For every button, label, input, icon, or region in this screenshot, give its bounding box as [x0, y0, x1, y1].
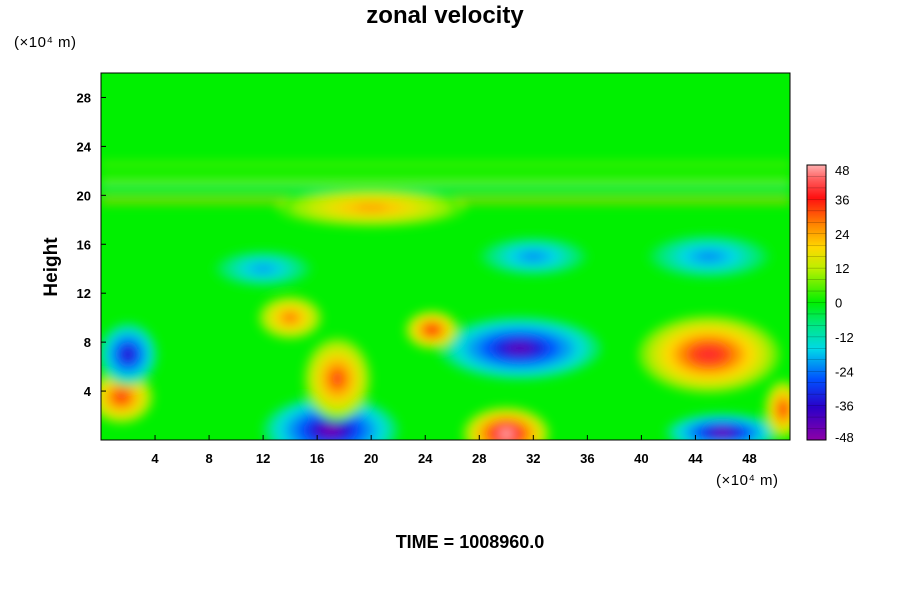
colorbar-tick-label: 0 [835, 296, 842, 311]
velocity-contour [780, 404, 787, 415]
x-tick-label: 16 [310, 451, 324, 466]
x-tick-label: 44 [688, 451, 703, 466]
velocity-contour [712, 429, 732, 436]
colorbar-tick-label: -48 [835, 430, 854, 445]
velocity-contour [115, 392, 127, 402]
velocity-contour [506, 342, 534, 354]
velocity-contour [499, 429, 514, 439]
colorbar-tick-label: 24 [835, 227, 849, 242]
x-axis-unit: (×10⁴ m) [716, 472, 779, 489]
x-tick-label: 24 [418, 451, 433, 466]
colorbar-tick-label: -36 [835, 399, 854, 414]
velocity-contour [427, 326, 437, 334]
velocity-contour [355, 204, 387, 211]
colorbar: 48 36 24 12 0 -12 -24 -36 -48 [806, 163, 854, 445]
colorbar-scale [806, 164, 827, 441]
velocity-contour [255, 265, 272, 272]
strat-band [101, 177, 790, 184]
x-tick-label: 8 [205, 451, 212, 466]
x-tick-label: 4 [151, 451, 159, 466]
chart-title: zonal velocity [366, 2, 524, 29]
x-tick-label: 40 [634, 451, 648, 466]
strat-band [101, 184, 790, 192]
colorbar-tick-label: -12 [835, 330, 854, 345]
y-tick-label: 12 [77, 286, 91, 301]
y-tick-label: 8 [84, 335, 91, 350]
velocity-contour [331, 371, 344, 386]
plot-frame [100, 72, 791, 441]
x-tick-label: 12 [256, 451, 270, 466]
velocity-contour [319, 424, 342, 436]
colorbar-tick-label: -24 [835, 364, 854, 379]
y-tick-label: 16 [77, 237, 91, 252]
colorbar-tick-label: 12 [835, 261, 849, 276]
x-tick-label: 36 [580, 451, 594, 466]
colorbar-tick-label: 48 [835, 163, 849, 178]
x-tick-label: 32 [526, 451, 540, 466]
time-label: TIME = 1008960.0 [395, 532, 545, 552]
y-tick-label: 28 [77, 90, 91, 105]
velocity-contour [697, 347, 721, 361]
velocity-contour [698, 252, 720, 261]
velocity-contour [284, 313, 296, 322]
x-tick-label: 28 [472, 451, 486, 466]
y-tick-label: 20 [77, 188, 91, 203]
strat-band [101, 161, 790, 169]
x-tick-label: 20 [364, 451, 378, 466]
y-tick-label: 24 [77, 139, 92, 154]
plot-area [100, 72, 791, 441]
y-axis-unit: (×10⁴ m) [14, 34, 77, 51]
x-tick-label: 48 [742, 451, 756, 466]
velocity-contour [123, 349, 133, 360]
y-tick-label: 4 [84, 384, 92, 399]
colorbar-tick-label: 36 [835, 192, 849, 207]
velocity-contour [524, 253, 543, 260]
